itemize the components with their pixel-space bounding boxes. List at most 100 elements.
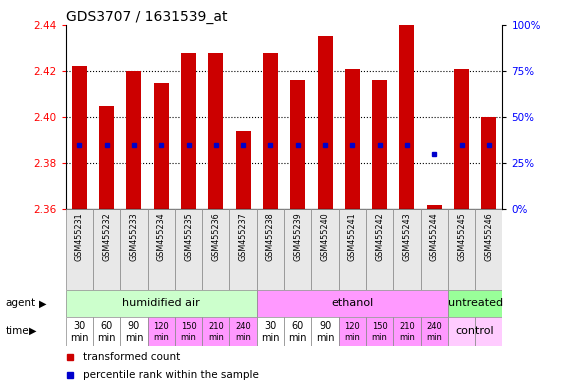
Bar xyxy=(99,106,114,209)
Text: min: min xyxy=(153,333,169,342)
Text: min: min xyxy=(98,333,116,343)
Bar xyxy=(311,317,339,346)
Bar xyxy=(481,117,496,209)
Text: min: min xyxy=(427,333,442,342)
Text: GSM455232: GSM455232 xyxy=(102,212,111,261)
Bar xyxy=(421,317,448,346)
Bar xyxy=(448,209,475,290)
Bar xyxy=(120,209,147,290)
Text: GSM455244: GSM455244 xyxy=(430,212,439,261)
Text: percentile rank within the sample: percentile rank within the sample xyxy=(83,370,259,380)
Bar xyxy=(448,317,475,346)
Bar xyxy=(147,317,175,346)
Bar xyxy=(154,83,168,209)
Bar xyxy=(311,209,339,290)
Text: humidified air: humidified air xyxy=(122,298,200,308)
Text: min: min xyxy=(316,333,334,343)
Bar xyxy=(448,290,502,317)
Text: control: control xyxy=(456,326,494,336)
Bar xyxy=(208,53,223,209)
Text: GSM455236: GSM455236 xyxy=(211,212,220,261)
Text: 120: 120 xyxy=(344,321,360,331)
Bar xyxy=(120,317,147,346)
Text: GSM455245: GSM455245 xyxy=(457,212,466,261)
Text: transformed count: transformed count xyxy=(83,352,180,362)
Bar xyxy=(175,317,202,346)
Bar xyxy=(339,317,366,346)
Text: 240: 240 xyxy=(235,321,251,331)
Text: 210: 210 xyxy=(399,321,415,331)
Bar xyxy=(72,66,87,209)
Text: agent: agent xyxy=(6,298,36,308)
Text: ▶: ▶ xyxy=(39,298,46,308)
Text: 60: 60 xyxy=(292,321,304,331)
Text: 150: 150 xyxy=(372,321,388,331)
Text: GSM455238: GSM455238 xyxy=(266,212,275,261)
Text: min: min xyxy=(208,333,224,342)
Text: GSM455241: GSM455241 xyxy=(348,212,357,261)
Bar xyxy=(284,209,311,290)
Bar xyxy=(421,209,448,290)
Text: GSM455233: GSM455233 xyxy=(130,212,138,261)
Bar xyxy=(66,209,93,290)
Bar xyxy=(257,209,284,290)
Text: min: min xyxy=(261,333,280,343)
Text: untreated: untreated xyxy=(448,298,502,308)
Bar xyxy=(475,209,502,290)
Text: 240: 240 xyxy=(427,321,442,331)
Text: GSM455231: GSM455231 xyxy=(75,212,84,261)
Bar xyxy=(147,209,175,290)
Text: time: time xyxy=(6,326,29,336)
Bar xyxy=(290,80,305,209)
Bar xyxy=(400,25,415,209)
Text: GSM455240: GSM455240 xyxy=(320,212,329,261)
Text: min: min xyxy=(288,333,307,343)
Bar xyxy=(339,209,366,290)
Text: min: min xyxy=(70,333,89,343)
Text: GSM455237: GSM455237 xyxy=(239,212,248,261)
Text: min: min xyxy=(372,333,388,342)
Text: 210: 210 xyxy=(208,321,224,331)
Text: GSM455242: GSM455242 xyxy=(375,212,384,261)
Text: ethanol: ethanol xyxy=(331,298,373,308)
Bar xyxy=(66,290,257,317)
Text: min: min xyxy=(399,333,415,342)
Bar xyxy=(475,317,502,346)
Bar xyxy=(345,69,360,209)
Bar xyxy=(230,209,257,290)
Text: min: min xyxy=(180,333,196,342)
Text: 90: 90 xyxy=(128,321,140,331)
Bar xyxy=(366,209,393,290)
Bar xyxy=(93,209,120,290)
Bar xyxy=(93,317,120,346)
Bar xyxy=(126,71,142,209)
Bar xyxy=(230,317,257,346)
Bar xyxy=(257,290,448,317)
Text: ▶: ▶ xyxy=(29,326,37,336)
Text: min: min xyxy=(344,333,360,342)
Bar xyxy=(454,69,469,209)
Text: 30: 30 xyxy=(264,321,276,331)
Text: 120: 120 xyxy=(154,321,169,331)
Bar xyxy=(393,317,421,346)
Text: GSM455235: GSM455235 xyxy=(184,212,193,261)
Bar xyxy=(393,209,421,290)
Text: GSM455234: GSM455234 xyxy=(156,212,166,261)
Bar xyxy=(202,317,230,346)
Bar xyxy=(202,209,230,290)
Text: min: min xyxy=(235,333,251,342)
Bar xyxy=(427,205,442,209)
Bar xyxy=(257,317,284,346)
Bar xyxy=(366,317,393,346)
Text: 150: 150 xyxy=(180,321,196,331)
Bar xyxy=(175,209,202,290)
Text: 60: 60 xyxy=(100,321,112,331)
Bar xyxy=(372,80,387,209)
Text: GSM455246: GSM455246 xyxy=(484,212,493,261)
Text: GSM455239: GSM455239 xyxy=(293,212,302,261)
Bar xyxy=(284,317,311,346)
Text: GDS3707 / 1631539_at: GDS3707 / 1631539_at xyxy=(66,10,227,24)
Text: 30: 30 xyxy=(73,321,86,331)
Text: min: min xyxy=(124,333,143,343)
Bar xyxy=(317,36,332,209)
